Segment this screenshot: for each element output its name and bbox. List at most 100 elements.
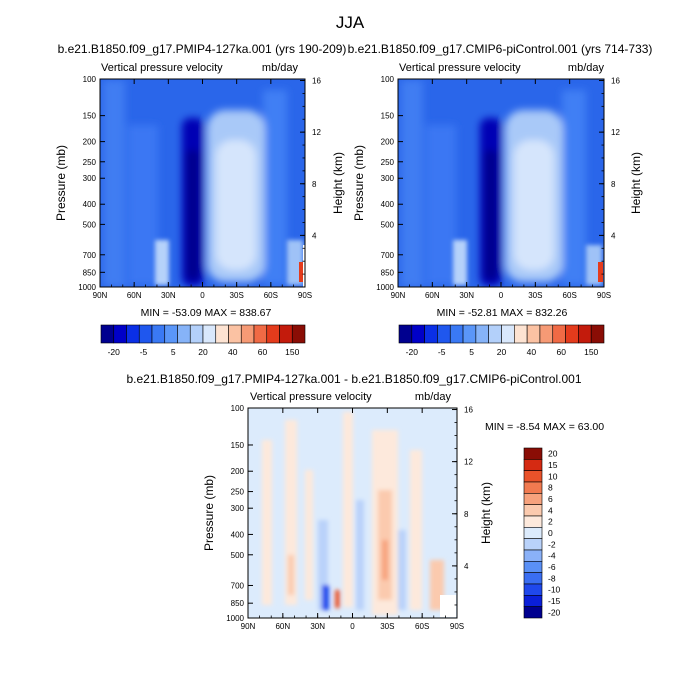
y-tick-label: 150	[381, 112, 395, 121]
panel-3-anomaly-salmon-2	[382, 540, 388, 580]
height-tick-label: 12	[312, 128, 321, 137]
colorbar-label: 20	[497, 347, 507, 357]
panel-1-field-midblue-sh	[263, 90, 287, 285]
y-tick-label: 100	[231, 404, 245, 413]
x-tick-label: 60N	[275, 622, 290, 631]
panel-3-anomaly-peach-6	[410, 450, 422, 610]
panel-2: b.e21.B1850.f09_g17.CMIP6-piControl.001 …	[348, 42, 653, 357]
y-tick-label: 400	[83, 200, 97, 209]
colorbar-box	[202, 324, 217, 344]
y-tick-label: 500	[83, 220, 97, 229]
x-tick-label: 0	[350, 622, 355, 631]
x-tick-label: 30S	[230, 291, 244, 300]
panel-3-variable-label: Vertical pressure velocity	[250, 391, 372, 403]
panel-2-field-bright-left	[401, 80, 423, 287]
panel-1-nh-subtropic-light	[155, 240, 169, 285]
height-tick-label: 12	[611, 128, 620, 137]
panel-1-y-label: Pressure (mb)	[54, 145, 68, 221]
panel-2-nh-subtropic-light	[453, 240, 467, 285]
panel-2-plot	[398, 79, 604, 287]
panel-3-stats: MIN = -8.54 MAX = 63.00	[485, 421, 604, 433]
colorbar-box	[523, 606, 543, 619]
panel-2-polar-red-patch	[598, 262, 603, 282]
panel-1-stats: MIN = -53.09 MAX = 838.67	[141, 307, 272, 319]
y-tick-label: 200	[83, 138, 97, 147]
panel-3-units: mb/day	[415, 391, 452, 403]
x-tick-label: 0	[499, 291, 504, 300]
panel-1: b.e21.B1850.f09_g17.PMIP4-127ka.001 (yrs…	[54, 42, 346, 357]
colorbar-box	[523, 481, 543, 494]
panel-3-anomaly-salmon-3	[288, 555, 294, 595]
colorbar-box	[424, 324, 438, 344]
panel-1-variable-label: Vertical pressure velocity	[101, 62, 223, 74]
colorbar-box	[100, 324, 115, 344]
colorbar-label: 6	[548, 494, 553, 504]
colorbar-box	[501, 324, 515, 344]
colorbar-box	[523, 561, 543, 573]
panel-2-right-y-label: Height (km)	[629, 152, 643, 214]
panel-1-title: b.e21.B1850.f09_g17.PMIP4-127ka.001 (yrs…	[58, 42, 347, 56]
colorbar-box	[266, 324, 280, 344]
colorbar-box	[523, 504, 543, 517]
panel-3-y-label: Pressure (mb)	[202, 475, 216, 551]
panel-3-anomaly-peach-4	[343, 412, 353, 607]
x-tick-label: 0	[200, 291, 205, 300]
y-tick-label: 700	[381, 251, 395, 260]
panel-1-polar-red-patch	[299, 262, 304, 282]
y-tick-label: 850	[83, 268, 97, 277]
colorbar-box	[514, 324, 528, 344]
x-tick-label: 90S	[597, 291, 611, 300]
panel-2-stats: MIN = -52.81 MAX = 832.26	[437, 307, 568, 319]
colorbar-label: 20	[548, 449, 558, 459]
colorbar-box	[398, 324, 413, 344]
height-tick-label: 8	[312, 180, 317, 189]
colorbar-label: 60	[557, 347, 567, 357]
colorbar-box	[523, 459, 543, 471]
colorbar-label: 2	[548, 517, 553, 527]
y-tick-label: 250	[83, 158, 97, 167]
y-tick-label: 1000	[226, 614, 244, 623]
y-tick-label: 400	[381, 200, 395, 209]
panel-2-variable-label: Vertical pressure velocity	[399, 62, 521, 74]
height-tick-label: 16	[611, 77, 620, 86]
panel-3-right-y-label: Height (km)	[479, 482, 493, 544]
panel-1-ascent-navy	[186, 150, 200, 280]
panel-3-polar-white-patch	[440, 595, 456, 617]
panel-3-axes: 90N 60N 30N 0 30S 60S 90S 100 150 200 250 300 400 500…	[226, 404, 473, 631]
height-tick-label: 4	[464, 562, 469, 571]
colorbar-label: -10	[548, 585, 561, 595]
colorbar-box	[449, 324, 464, 344]
colorbar-box	[523, 470, 543, 483]
panel-1-right-y-label: Height (km)	[331, 152, 345, 214]
panel-3-anomaly-blue-deep	[322, 585, 329, 610]
colorbar-box	[590, 324, 605, 344]
x-tick-label: 90N	[93, 291, 108, 300]
colorbar-label: 40	[527, 347, 537, 357]
panel-1-field-bright-left	[103, 80, 125, 287]
colorbar-label: 0	[548, 528, 553, 538]
colorbar-label: -20	[406, 347, 419, 357]
colorbar-box	[240, 324, 255, 344]
panel-1-field-midblue-nh	[128, 125, 158, 285]
panel-3-anomaly-blue-2	[356, 500, 364, 610]
y-tick-label: 700	[83, 251, 97, 260]
colorbar-label: 150	[584, 347, 598, 357]
colorbar-box	[164, 324, 178, 344]
panel-3-anomaly-blue-3	[398, 530, 406, 610]
colorbar-box	[523, 493, 543, 505]
panel-2-title: b.e21.B1850.f09_g17.CMIP6-piControl.001 …	[348, 42, 653, 56]
colorbar-box	[526, 324, 541, 344]
colorbar-label: -20	[108, 347, 121, 357]
y-tick-label: 850	[231, 599, 245, 608]
panel-1-axes: 90N 60N 30N 0 30S 60S 90S 100 150 200 250 300 400 500…	[78, 75, 321, 300]
y-tick-label: 200	[231, 467, 245, 476]
y-tick-label: 1000	[78, 283, 96, 292]
x-tick-label: 30S	[380, 622, 394, 631]
panel-3-anomaly-red-deep	[335, 590, 340, 608]
y-tick-label: 200	[381, 138, 395, 147]
colorbar-box	[253, 324, 268, 344]
x-tick-label: 30S	[528, 291, 542, 300]
panel-2-units: mb/day	[568, 62, 605, 74]
panel-2-colorbar: -20 -5 5 20 40 60 150	[398, 324, 605, 357]
colorbar-box	[291, 324, 306, 344]
